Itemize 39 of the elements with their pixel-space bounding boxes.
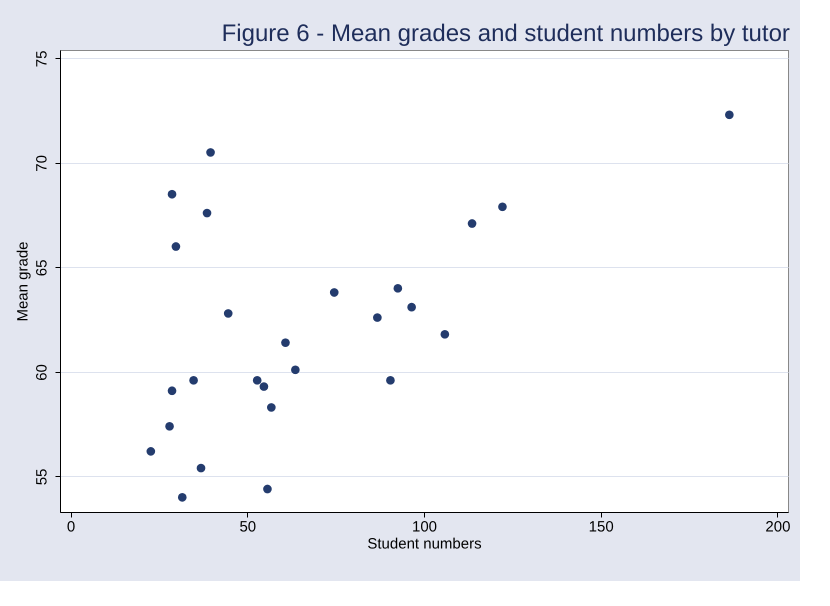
point	[196, 464, 206, 472]
point	[281, 338, 290, 347]
x-axis-title: Student numbers	[367, 536, 482, 552]
x-tick-label: 100	[412, 518, 438, 536]
point	[267, 403, 276, 412]
point	[498, 202, 507, 212]
point	[206, 148, 215, 157]
point	[178, 493, 187, 502]
x-tick-label: 200	[765, 518, 790, 536]
point	[386, 376, 395, 385]
point	[165, 422, 174, 431]
point	[189, 376, 198, 385]
point	[146, 447, 156, 456]
point	[440, 330, 450, 339]
point	[394, 284, 402, 293]
x-tick-label: 150	[588, 518, 614, 536]
point	[202, 208, 212, 218]
y-tick-label: 75	[34, 50, 50, 68]
point	[725, 110, 734, 120]
point	[224, 309, 233, 318]
point	[172, 242, 180, 251]
y-tick-label: 70	[34, 155, 50, 172]
point	[373, 313, 382, 322]
point	[263, 484, 272, 494]
point	[168, 386, 176, 396]
chart-title: Figure 6 - Mean grades and student numbers by tutor	[222, 20, 790, 47]
y-tick-label: 55	[34, 468, 50, 486]
x-tick-label: 0	[66, 518, 76, 536]
point	[330, 288, 339, 297]
point	[168, 190, 176, 199]
point	[468, 219, 476, 228]
x-tick-label: 50	[239, 518, 256, 536]
y-tick-label: 60	[34, 364, 50, 381]
point	[252, 376, 262, 385]
point	[291, 366, 300, 374]
point	[407, 302, 416, 312]
y-tick-label: 65	[34, 260, 50, 276]
y-axis-title: Mean grade	[14, 241, 32, 322]
point	[260, 382, 268, 391]
